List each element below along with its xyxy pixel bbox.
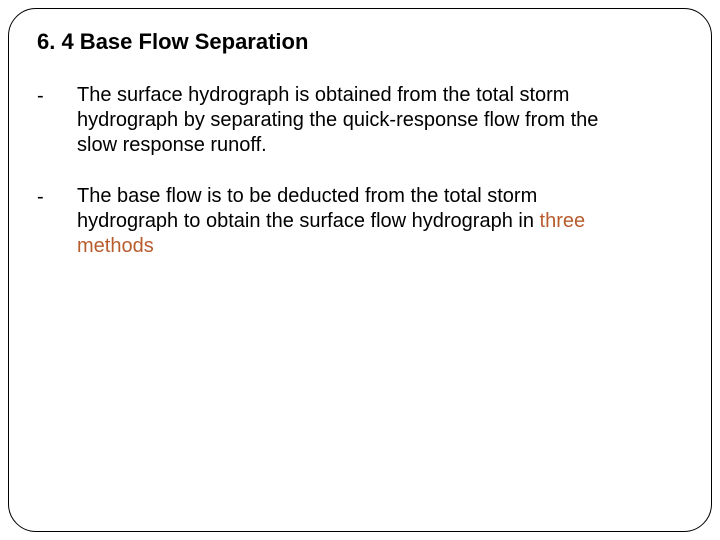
section-heading: 6. 4 Base Flow Separation — [37, 29, 683, 55]
bullet-text: The base flow is to be deducted from the… — [77, 184, 637, 259]
content-frame: 6. 4 Base Flow Separation - The surface … — [8, 8, 712, 532]
list-item: - The surface hydrograph is obtained fro… — [37, 83, 683, 158]
bullet-text-main: The base flow is to be deducted from the… — [77, 185, 540, 232]
bullet-list: - The surface hydrograph is obtained fro… — [37, 83, 683, 259]
list-item: - The base flow is to be deducted from t… — [37, 184, 683, 259]
bullet-text: The surface hydrograph is obtained from … — [77, 83, 637, 158]
slide: 6. 4 Base Flow Separation - The surface … — [0, 0, 720, 540]
bullet-dash: - — [37, 184, 77, 210]
bullet-dash: - — [37, 83, 77, 109]
